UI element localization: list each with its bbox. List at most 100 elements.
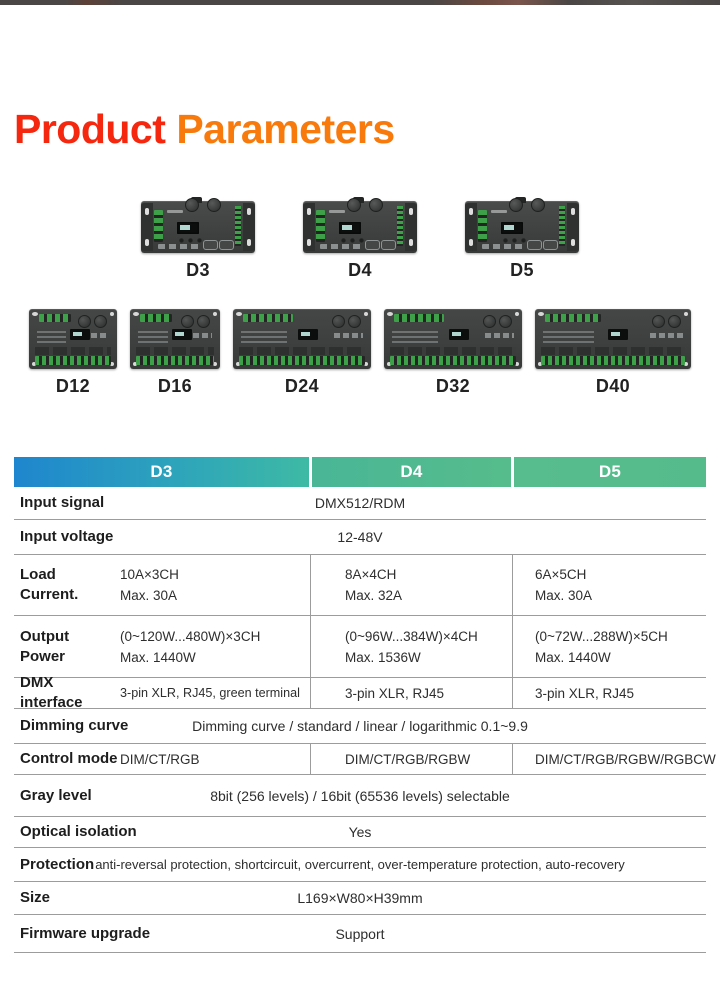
spec-row-output-power: Output Power (0~120W...480W)×3CH Max. 14… bbox=[14, 616, 706, 679]
row-label: Dimming curve bbox=[20, 717, 129, 735]
mounting-hole bbox=[469, 208, 473, 216]
spec-row-size: Size L169×W80×H39mm bbox=[14, 882, 706, 916]
product-image-d32 bbox=[384, 309, 522, 370]
knob-icon bbox=[668, 315, 681, 329]
cell-d5: 3-pin XLR, RJ45 bbox=[512, 678, 706, 709]
device-button bbox=[359, 238, 364, 244]
product-image-d12 bbox=[29, 309, 117, 370]
certification-marks bbox=[90, 333, 109, 339]
product-image-d5 bbox=[465, 197, 579, 254]
device-button bbox=[179, 238, 184, 244]
device-display bbox=[70, 329, 91, 341]
knob-icon bbox=[509, 198, 523, 213]
terminal-block-icon bbox=[316, 210, 325, 243]
device-button bbox=[341, 238, 346, 244]
mounting-flange bbox=[567, 203, 579, 252]
cell-d4: 8A×4CH Max. 32A bbox=[310, 555, 512, 616]
table-header-d3: D3 bbox=[14, 457, 309, 488]
certification-marks bbox=[650, 333, 683, 339]
page-title: Product Parameters bbox=[14, 106, 720, 152]
terminal-block-icon bbox=[394, 314, 444, 323]
knob-icon bbox=[531, 198, 545, 213]
screw-icon bbox=[236, 362, 240, 367]
cell-d4: DIM/CT/RGB/RGBW bbox=[310, 744, 512, 775]
cell-d5: 6A×5CH Max. 30A bbox=[512, 555, 706, 616]
product-d24: D24 bbox=[233, 309, 371, 397]
product-d4: D4 bbox=[303, 196, 417, 281]
cell-d3: DIM/CT/RGB bbox=[120, 751, 200, 767]
certification-marks bbox=[482, 244, 526, 250]
spec-print bbox=[392, 331, 438, 347]
cell-d5: DIM/CT/RGB/RGBW/RGBCW bbox=[512, 744, 716, 775]
spec-table: D3 D4 D5 Input signal DMX512/RDM Input v… bbox=[14, 457, 716, 954]
knob-icon bbox=[78, 315, 91, 329]
row-label: Control mode bbox=[20, 750, 118, 768]
terminal-block-icon bbox=[541, 356, 685, 366]
title-word-product: Product bbox=[14, 106, 166, 152]
row-label: Protection bbox=[20, 855, 95, 873]
mounting-hole bbox=[409, 208, 413, 216]
cell-d3: 10A×3CH Max. 30A bbox=[120, 567, 179, 604]
cell-d4: (0~96W...384W)×4CH Max. 1536W bbox=[310, 616, 512, 678]
product-row-small: D3 D4 D5 bbox=[0, 196, 720, 281]
device-button bbox=[521, 238, 526, 244]
screw-icon bbox=[32, 362, 36, 367]
product-d3: D3 bbox=[141, 196, 255, 281]
spec-row-dmx-interface: DMX interface 3-pin XLR, RJ45, green ter… bbox=[14, 674, 706, 711]
spec-row-dimming-curve: Dimming curve Dimming curve / standard /… bbox=[14, 709, 706, 745]
row-label: Input voltage bbox=[20, 528, 114, 546]
device-button bbox=[503, 238, 508, 244]
connector-port bbox=[381, 240, 396, 251]
certification-marks bbox=[158, 244, 202, 250]
device-display bbox=[608, 329, 629, 341]
mounting-hole bbox=[571, 239, 575, 247]
product-d40: D40 bbox=[535, 309, 691, 397]
top-edge-strip bbox=[0, 0, 720, 5]
device-button bbox=[197, 238, 202, 244]
mounting-hole bbox=[307, 239, 311, 247]
row-value: 8bit (256 levels) / 16bit (65536 levels)… bbox=[210, 787, 510, 804]
knob-icon bbox=[348, 315, 361, 329]
certification-marks bbox=[334, 333, 363, 339]
terminal-block-icon bbox=[239, 356, 365, 366]
connector-port bbox=[543, 240, 558, 251]
product-label: D24 bbox=[284, 376, 320, 397]
row-value: anti-reversal protection, shortcircuit, … bbox=[95, 857, 625, 873]
terminal-block-icon bbox=[154, 210, 163, 243]
row-value: L169×W80×H39mm bbox=[297, 890, 423, 907]
cell-d3: 3-pin XLR, RJ45, green terminal bbox=[120, 685, 300, 700]
terminal-block-icon bbox=[136, 356, 214, 366]
screw-icon bbox=[387, 362, 391, 367]
product-d32: D32 bbox=[384, 309, 522, 397]
terminal-block-icon bbox=[140, 314, 173, 323]
screw-icon bbox=[515, 312, 519, 317]
product-label: D4 bbox=[348, 260, 372, 281]
connector-port bbox=[527, 240, 542, 251]
terminal-block-icon bbox=[39, 314, 71, 323]
row-label: Gray level bbox=[20, 786, 92, 804]
mounting-hole bbox=[247, 208, 251, 216]
terminal-block-icon bbox=[390, 356, 516, 366]
mounting-hole bbox=[247, 239, 251, 247]
product-d16: D16 bbox=[130, 309, 220, 397]
mounting-flange bbox=[303, 203, 315, 252]
mounting-hole bbox=[571, 208, 575, 216]
spec-row-protection: Protection anti-reversal protection, sho… bbox=[14, 848, 706, 883]
product-image-d16 bbox=[130, 309, 220, 370]
cell-d3: (0~120W...480W)×3CH Max. 1440W bbox=[120, 628, 261, 665]
product-row-large: D12 D16 D24 D32 D40 bbox=[0, 309, 720, 397]
terminal-strip-icon bbox=[559, 206, 565, 247]
device-display bbox=[177, 222, 199, 235]
spec-print bbox=[138, 331, 168, 347]
product-label: D12 bbox=[55, 376, 91, 397]
knob-icon bbox=[197, 315, 210, 329]
screw-icon bbox=[684, 312, 688, 317]
product-d12: D12 bbox=[29, 309, 117, 397]
screw-icon bbox=[236, 312, 242, 317]
terminal-block-icon bbox=[545, 314, 602, 323]
terminal-block-icon bbox=[478, 210, 487, 243]
product-image-d40 bbox=[535, 309, 691, 370]
knob-icon bbox=[332, 315, 345, 329]
row-label: Firmware upgrade bbox=[20, 924, 151, 942]
screw-icon bbox=[110, 312, 114, 317]
